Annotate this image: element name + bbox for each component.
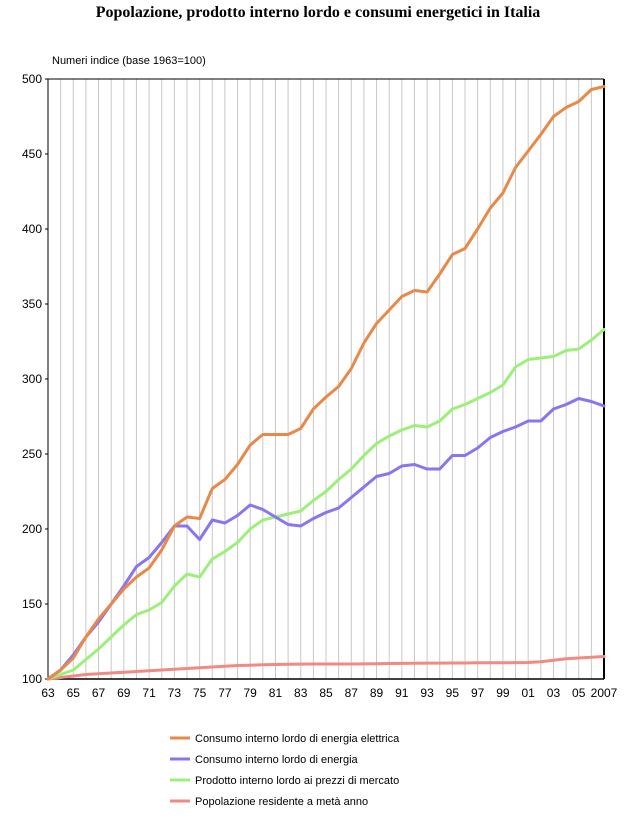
legend: Consumo interno lordo di energia elettri…	[170, 733, 400, 808]
x-tick-label: 95	[446, 686, 460, 700]
y-tick-label: 350	[22, 297, 42, 311]
y-axis-label: Numeri indice (base 1963=100)	[52, 55, 206, 67]
y-tick-label: 200	[22, 522, 42, 536]
y-tick-label: 250	[22, 447, 42, 461]
x-tick-label: 91	[395, 686, 409, 700]
y-tick-label: 450	[22, 147, 42, 161]
x-tick-label: 69	[117, 686, 131, 700]
x-tick-label: 75	[193, 686, 207, 700]
series-line	[46, 397, 606, 681]
y-tick-label: 300	[22, 372, 42, 386]
x-tick-label: 93	[420, 686, 434, 700]
x-tick-label: 73	[168, 686, 182, 700]
legend-label: Consumo interno lordo di energia	[195, 754, 359, 766]
series-lines	[46, 85, 606, 681]
y-tick-label: 100	[22, 672, 42, 686]
y-tick-label: 150	[22, 597, 42, 611]
series-line	[46, 655, 606, 681]
x-tick-label: 99	[496, 686, 510, 700]
x-tick-label: 03	[547, 686, 561, 700]
x-tick-label: 63	[41, 686, 55, 700]
legend-label: Consumo interno lordo di energia elettri…	[195, 733, 400, 745]
y-tick-labels: 100 150 200 250 300 350 400 450 500	[22, 72, 48, 686]
x-tick-label: 65	[67, 686, 81, 700]
x-tick-label: 89	[370, 686, 384, 700]
grid	[47, 79, 605, 679]
x-tick-labels: 63 65 67 69 71 73 75 77 79 81 83 85 87 89 91 93 95 97 99 01…	[41, 686, 617, 700]
x-tick-label: 97	[471, 686, 485, 700]
series-line	[46, 328, 606, 681]
x-tick-label: 05	[572, 686, 586, 700]
series-line	[46, 85, 606, 681]
y-tick-label: 500	[22, 72, 42, 86]
x-tick-label: 83	[294, 686, 308, 700]
y-tick-label: 400	[22, 222, 42, 236]
legend-label: Prodotto interno lordo ai prezzi di merc…	[195, 775, 399, 787]
x-tick-label: 01	[522, 686, 536, 700]
legend-label: Popolazione residente a metà anno	[195, 796, 368, 808]
chart-title: Popolazione, prodotto interno lordo e co…	[95, 4, 541, 21]
x-tick-label: 71	[142, 686, 156, 700]
x-tick-label: 77	[218, 686, 232, 700]
x-tick-label: 87	[345, 686, 359, 700]
x-tick-label: 67	[92, 686, 106, 700]
x-tick-label: 2007	[591, 686, 618, 700]
x-tick-label: 81	[269, 686, 283, 700]
x-tick-label: 79	[244, 686, 258, 700]
x-tick-label: 85	[319, 686, 333, 700]
